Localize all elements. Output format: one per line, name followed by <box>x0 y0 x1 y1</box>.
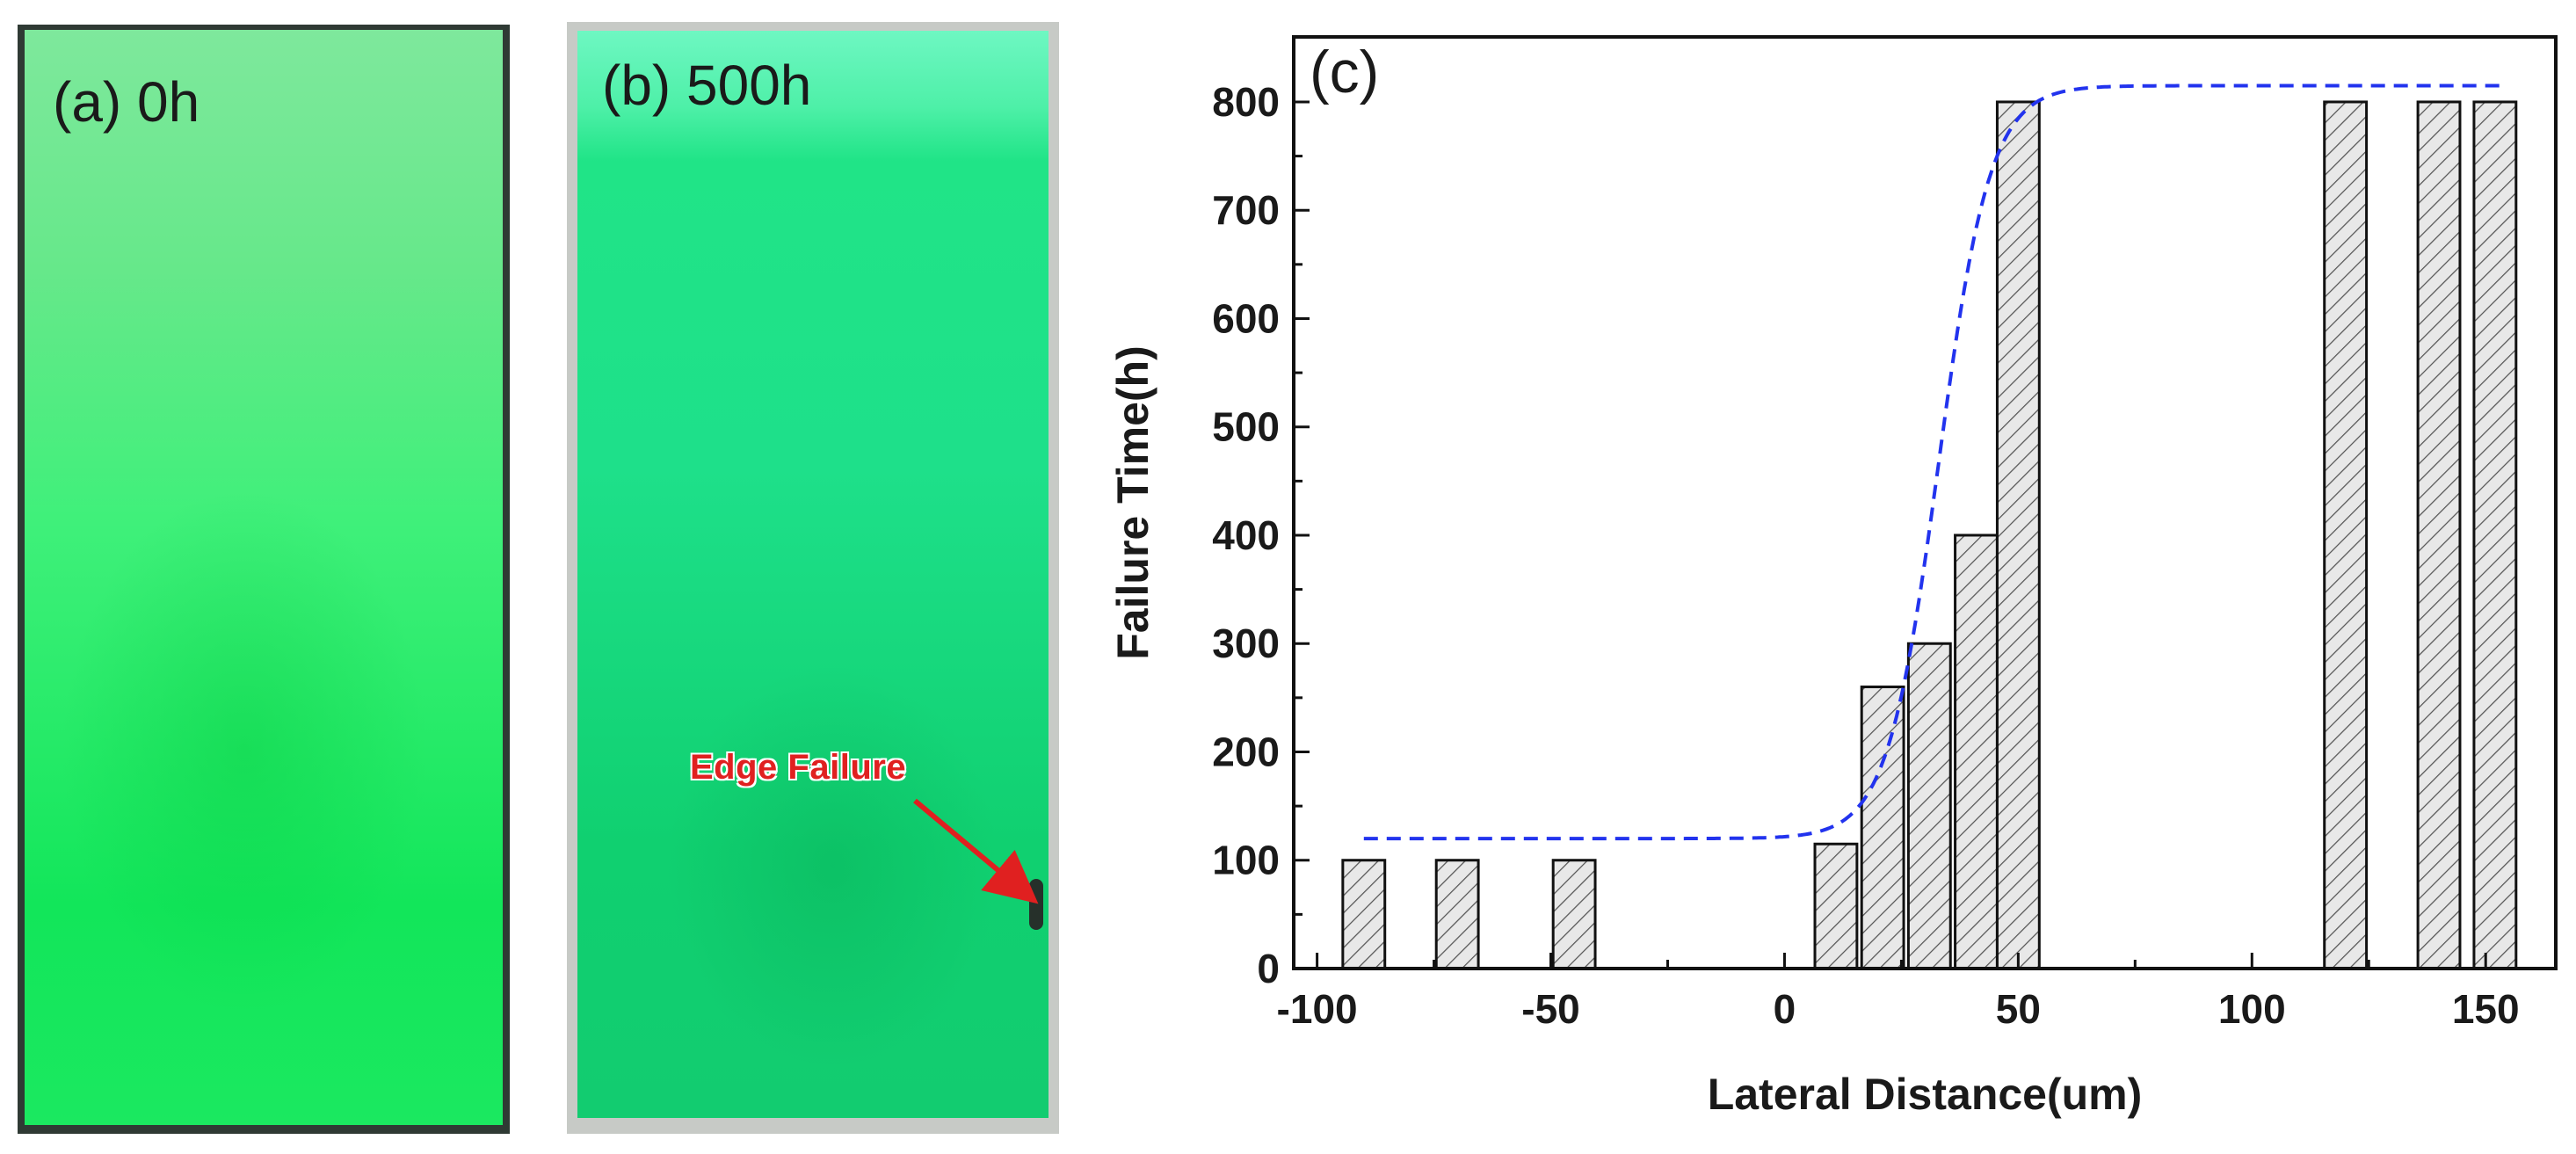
x-tick-label: 50 <box>1996 986 2041 1032</box>
y-tick-label: 600 <box>1212 295 1280 341</box>
y-tick-label: 800 <box>1212 79 1280 125</box>
chart-panel-label: (c) <box>1310 39 1379 105</box>
bar <box>1551 859 1597 970</box>
x-tick-label: 150 <box>2452 986 2520 1032</box>
y-tick-label: 500 <box>1212 404 1280 450</box>
x-axis-label: Lateral Distance(um) <box>1708 1070 2143 1119</box>
plot-frame <box>1292 35 2558 970</box>
x-tick-label: -50 <box>1521 986 1579 1032</box>
y-tick-label: 0 <box>1257 946 1280 991</box>
x-tick-label: 100 <box>2218 986 2286 1032</box>
bar <box>1954 533 1999 970</box>
bar <box>1860 686 1905 970</box>
x-tick-label: 0 <box>1774 986 1796 1032</box>
green-emission-0h <box>25 30 503 1125</box>
bar <box>2472 100 2518 970</box>
y-tick-label: 300 <box>1212 621 1280 666</box>
panel-b-label: (b) 500h <box>602 54 812 117</box>
y-tick-label: 100 <box>1212 838 1280 883</box>
x-tick-label: -100 <box>1277 986 1358 1032</box>
bar <box>1813 842 1859 970</box>
bar <box>2416 100 2462 970</box>
panel-a-label: (a) 0h <box>53 70 200 134</box>
edge-failure-label: Edge Failure <box>690 748 907 787</box>
bar <box>1906 642 1952 970</box>
fit-curve <box>1363 83 2505 841</box>
arrow-icon <box>913 798 1039 904</box>
y-tick-label: 200 <box>1212 729 1280 774</box>
y-tick-label: 400 <box>1212 512 1280 558</box>
photo-panel-b: (b) 500h Edge Failure <box>567 22 1059 1134</box>
photo-panel-a: (a) 0h <box>18 25 510 1134</box>
bar <box>1995 100 2041 970</box>
bar <box>2323 100 2369 970</box>
green-emission-500h <box>577 31 1049 1118</box>
y-tick-label: 700 <box>1212 187 1280 233</box>
bar <box>1434 859 1480 970</box>
y-axis-label: Failure Time(h) <box>1108 345 1157 659</box>
bar <box>1341 859 1387 970</box>
failure-time-chart: (c) -100 -50 0 50 100 150 0 100 200 300 400 500 600 7… <box>1108 35 2558 1119</box>
